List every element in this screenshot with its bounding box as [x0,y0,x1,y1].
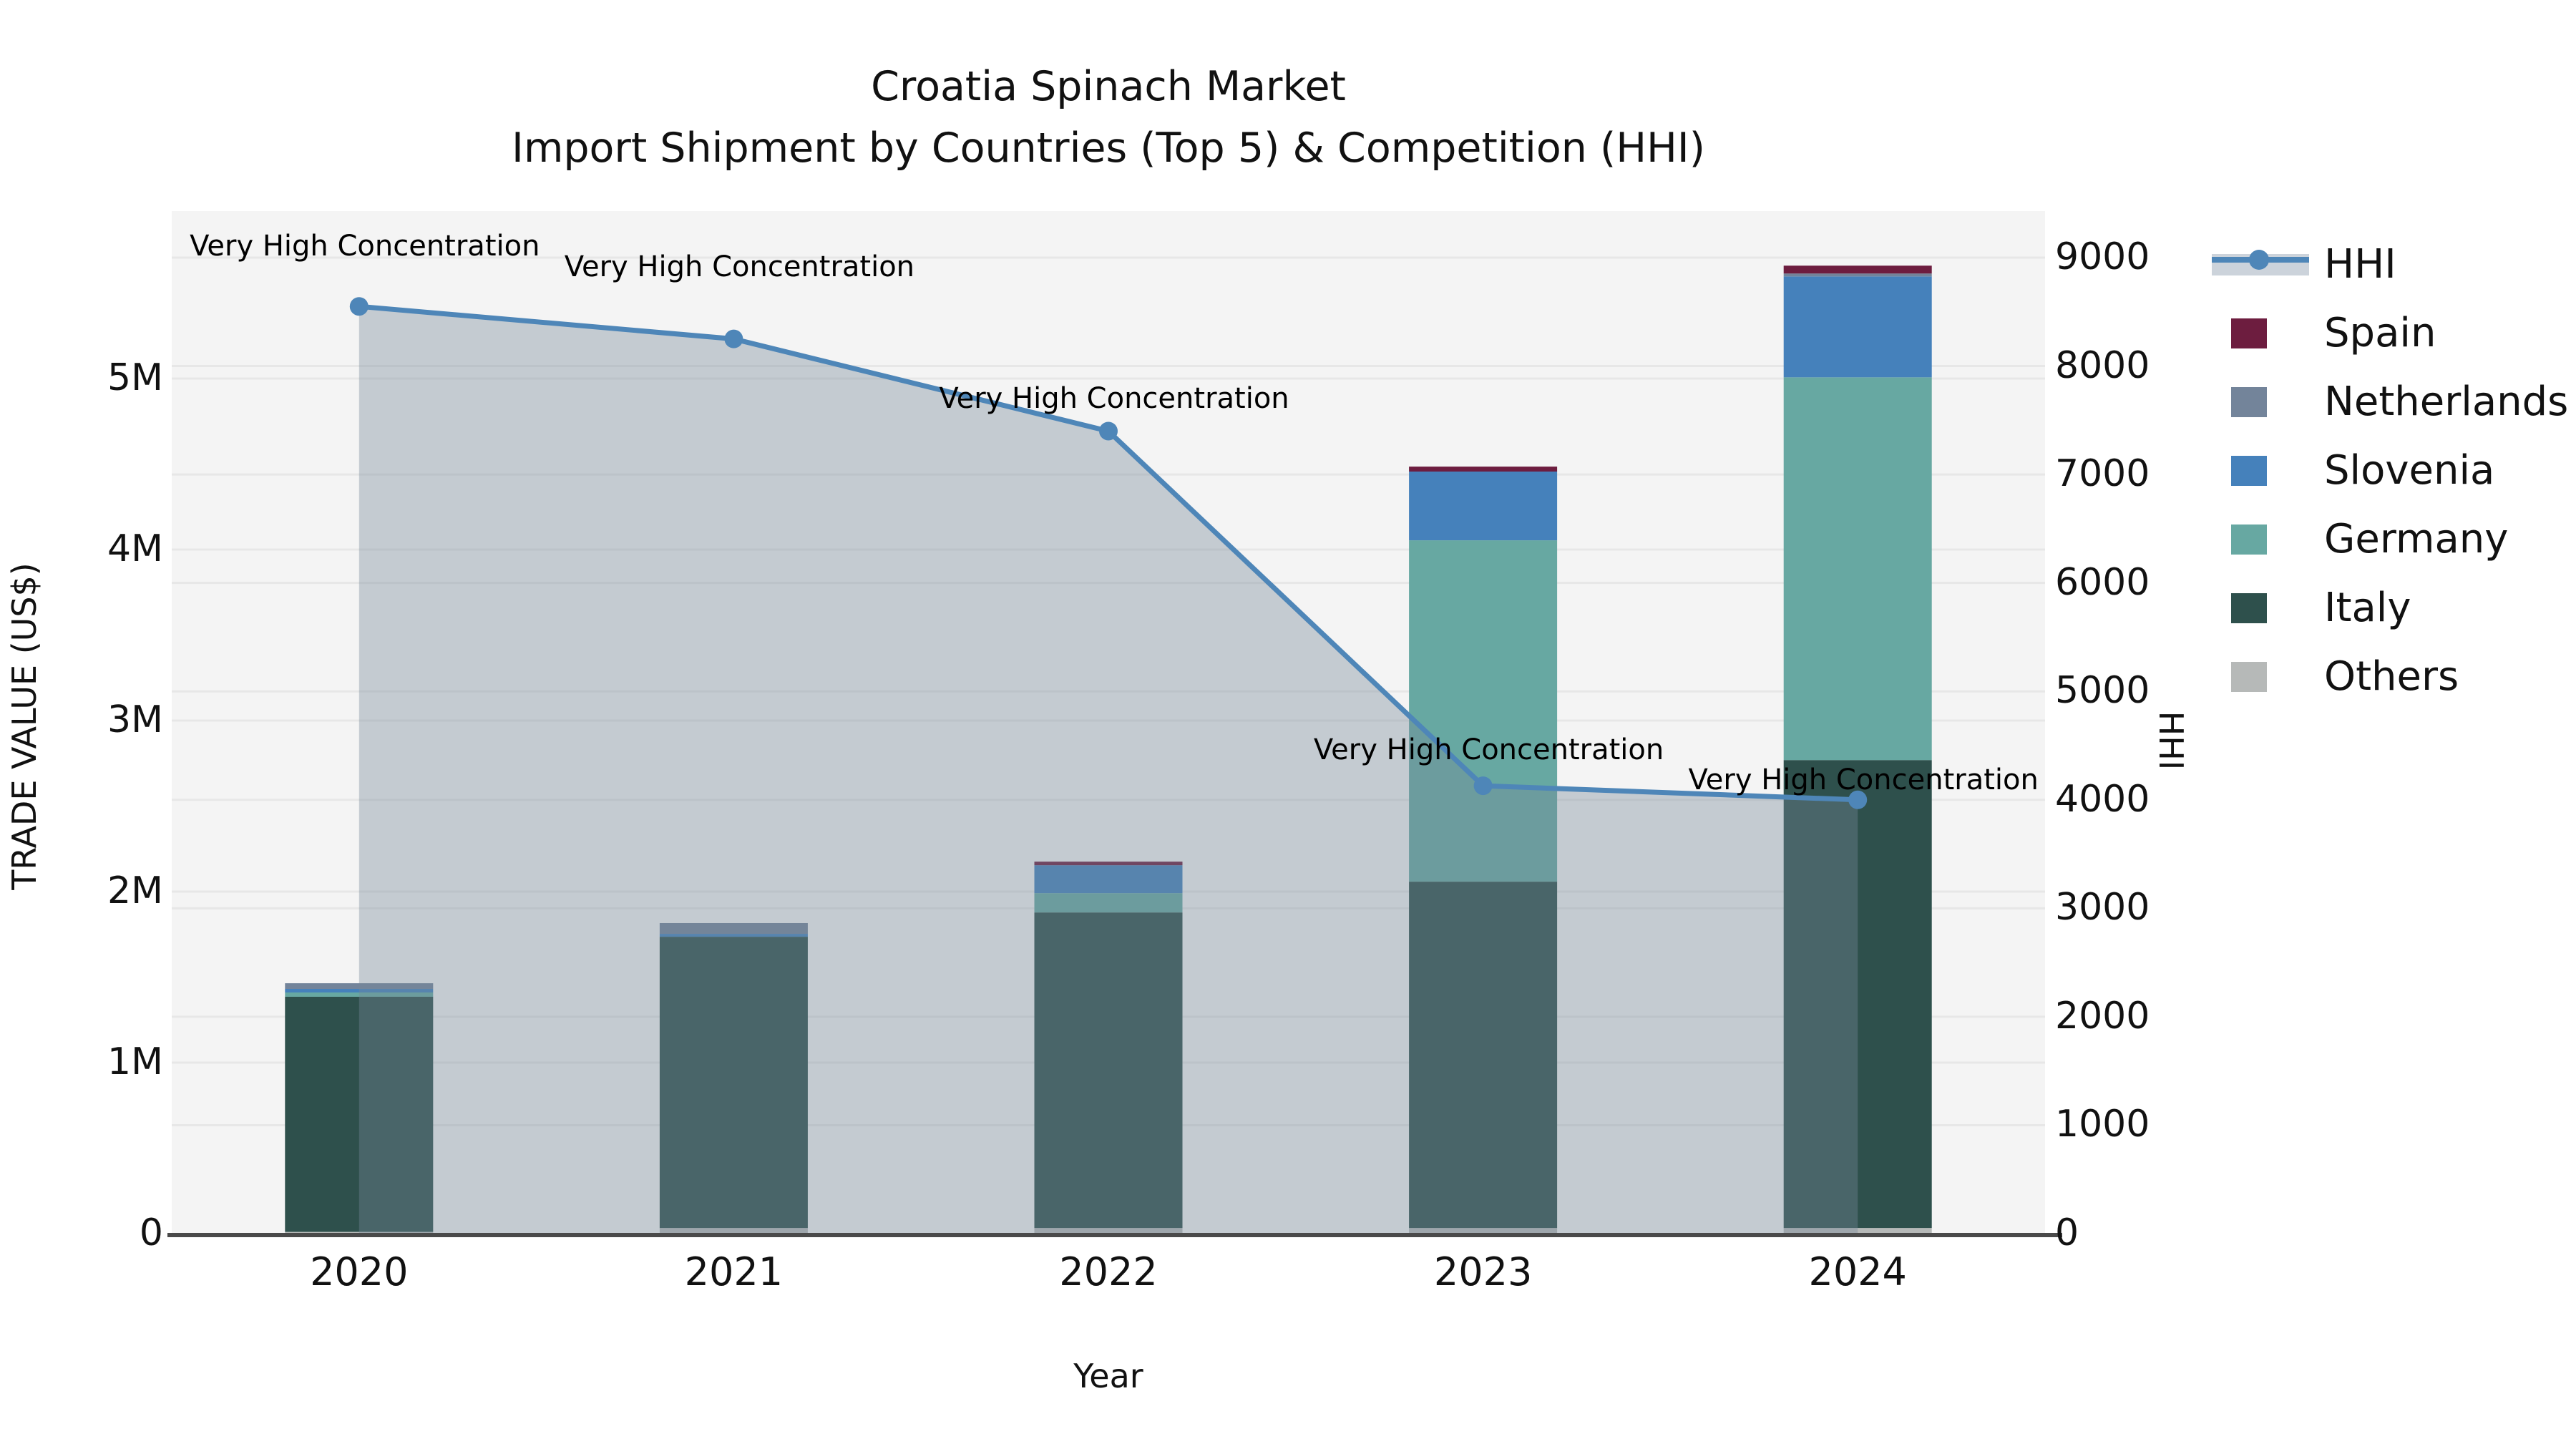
hhi-marker-2024 [1848,790,1868,809]
bar-segment-slovenia-2023 [1409,472,1558,541]
bar-segment-germany-2022 [1034,893,1183,913]
hhi-marker-2023 [1473,776,1493,796]
bar-segment-slovenia-2022 [1034,865,1183,894]
chart-title-line1: Croatia Spinach Market [871,63,1346,110]
bar-segment-netherlands-2024 [1783,273,1932,277]
x-tick-2022: 2022 [1059,1249,1158,1294]
legend-label-spain: Spain [2324,310,2436,356]
x-tick-2024: 2024 [1808,1249,1907,1294]
legend-swatch-netherlands [2231,387,2267,417]
bar-segment-netherlands-2021 [659,922,808,935]
legend-label-slovenia: Slovenia [2324,447,2495,494]
right-tick-1000: 1000 [2055,1103,2150,1146]
legend-label-italy: Italy [2324,585,2411,631]
left-tick-1M: 1M [107,1040,163,1083]
bar-segment-italy-2020 [285,996,434,1232]
legend-swatch-germany [2231,525,2267,555]
annotation-2021: Very High Concentration [564,250,915,283]
bar-segment-spain-2023 [1409,467,1558,472]
legend-swatch-others [2231,662,2267,692]
legend-label-others: Others [2324,653,2459,700]
hhi-marker-2020 [349,297,369,316]
annotation-2022: Very High Concentration [939,382,1289,416]
bar-segment-others-2021 [659,1228,808,1234]
legend-swatch-italy [2231,593,2267,623]
bar-segment-slovenia-2020 [285,988,434,993]
annotation-2020: Very High Concentration [190,230,540,263]
bar-segment-others-2022 [1034,1228,1183,1234]
y-axis-title-right: HHI [2152,711,2190,771]
bar-segment-italy-2024 [1783,760,1932,1229]
legend-label-netherlands: Netherlands [2324,379,2569,425]
right-tick-0: 0 [2055,1211,2079,1254]
legend-hhi-line-icon [2212,250,2309,275]
bar-segment-italy-2023 [1409,882,1558,1229]
left-tick-5M: 5M [107,356,163,399]
x-tick-2023: 2023 [1433,1249,1533,1294]
right-tick-8000: 8000 [2055,343,2150,387]
bar-segment-germany-2023 [1409,540,1558,882]
bar-segment-germany-2024 [1783,377,1932,761]
right-tick-7000: 7000 [2055,452,2150,496]
bar-segment-others-2024 [1783,1228,1932,1234]
right-tick-4000: 4000 [2055,777,2150,821]
bar-segment-spain-2024 [1783,265,1932,274]
right-tick-6000: 6000 [2055,560,2150,604]
hhi-area-fill [358,306,1858,1234]
hhi-marker-2021 [724,329,743,348]
annotation-2023: Very High Concentration [1313,733,1664,767]
chart-title-line2: Import Shipment by Countries (Top 5) & C… [512,125,1705,172]
bar-segment-italy-2021 [659,937,808,1229]
hhi-marker-2022 [1099,421,1118,441]
x-axis-title: Year [1073,1357,1143,1395]
x-tick-2020: 2020 [310,1249,409,1294]
legend-label-germany: Germany [2324,516,2509,562]
right-tick-2000: 2000 [2055,994,2150,1038]
bar-segment-netherlands-2020 [285,983,434,989]
chart-title: Croatia Spinach Market Import Shipment b… [172,56,2045,179]
right-tick-5000: 5000 [2055,669,2150,713]
right-tick-3000: 3000 [2055,886,2150,930]
left-tick-3M: 3M [107,698,163,741]
bar-segment-slovenia-2024 [1783,276,1932,378]
bar-segment-others-2020 [285,1231,434,1234]
left-tick-2M: 2M [107,869,163,912]
legend-swatch-slovenia [2231,456,2267,486]
left-tick-0: 0 [139,1211,163,1254]
x-tick-2021: 2021 [684,1249,784,1294]
bar-segment-italy-2022 [1034,912,1183,1229]
bar-segment-others-2023 [1409,1228,1558,1234]
bar-segment-spain-2022 [1034,862,1183,866]
bar-segment-germany-2020 [285,992,434,997]
right-tick-9000: 9000 [2055,235,2150,278]
annotation-2024: Very High Concentration [1688,763,2039,796]
left-tick-4M: 4M [107,527,163,570]
legend-swatch-spain [2231,318,2267,348]
legend-label-hhi: HHI [2324,241,2396,288]
bar-segment-slovenia-2021 [659,934,808,937]
